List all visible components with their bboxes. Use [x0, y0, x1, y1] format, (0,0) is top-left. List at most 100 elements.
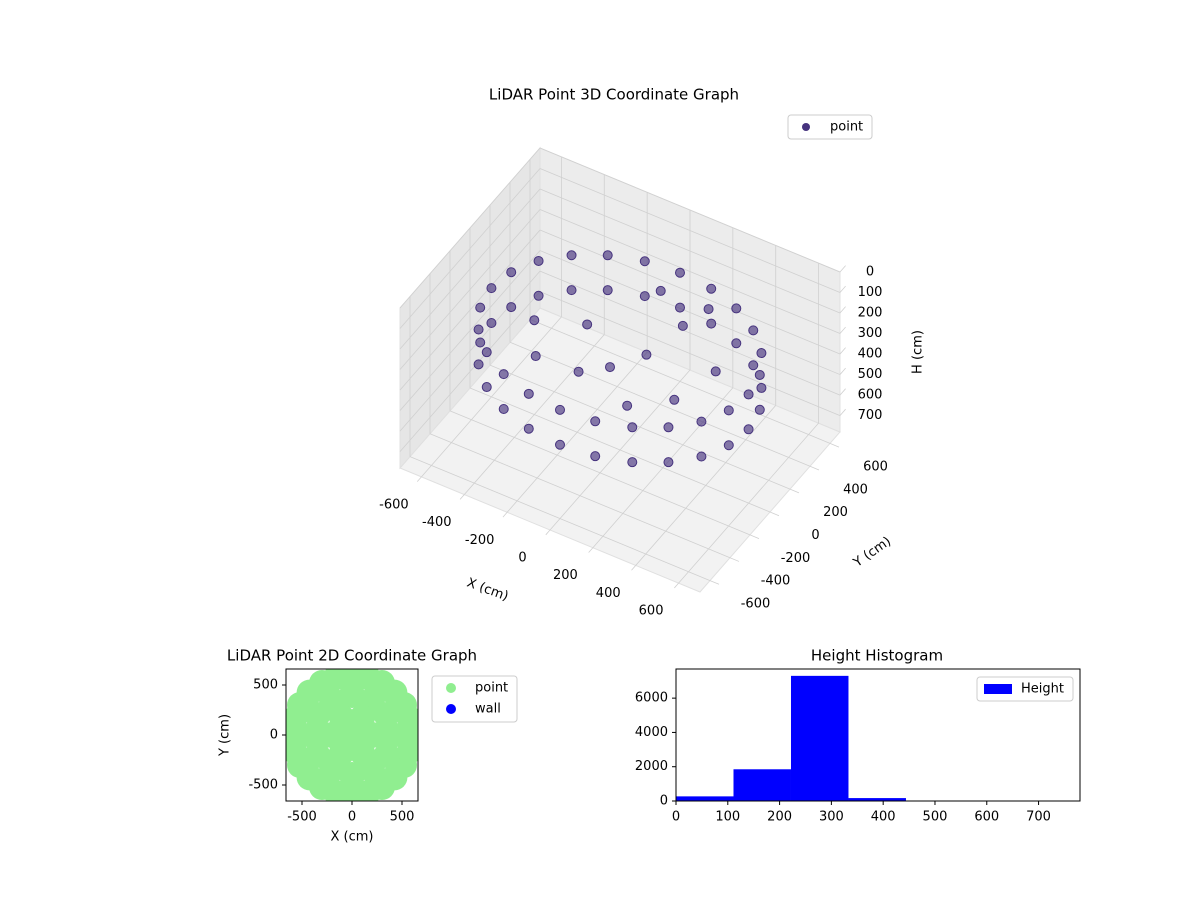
point [641, 349, 652, 360]
tick-mark [829, 443, 840, 448]
point [486, 283, 497, 294]
point [639, 291, 650, 302]
tick-mark [709, 580, 720, 585]
z-tick-label: 600 [858, 388, 883, 403]
legend-label: point [475, 681, 508, 696]
tick-mark [839, 408, 846, 416]
point [677, 320, 688, 331]
tick-mark [839, 285, 846, 293]
chart-title: LiDAR Point 2D Coordinate Graph [227, 647, 477, 665]
x-tick-label: 600 [639, 604, 664, 619]
y-tick-label: -400 [761, 574, 791, 589]
point [675, 302, 685, 313]
y-tick-label: 600 [863, 459, 888, 474]
point [710, 366, 721, 377]
point [756, 348, 767, 359]
point [731, 338, 742, 349]
grid-line [469, 387, 771, 513]
bar [676, 796, 734, 801]
point [669, 394, 680, 405]
point [555, 439, 565, 450]
x-tick-label: -400 [422, 515, 452, 530]
tick-mark [416, 476, 422, 482]
point [723, 440, 734, 451]
grid-line [399, 209, 541, 370]
x-tick-label: -200 [465, 533, 495, 548]
x-tick-label: 200 [767, 810, 792, 825]
point [506, 302, 517, 313]
x-tick-label: -600 [379, 497, 409, 512]
point [533, 290, 544, 301]
grid-line [539, 168, 841, 293]
x-tick-label: 300 [819, 810, 844, 825]
point [397, 737, 418, 764]
point [379, 722, 405, 748]
chart-title: Height Histogram [811, 647, 943, 665]
tick-mark [839, 388, 846, 396]
tick-mark [749, 534, 760, 539]
point [339, 682, 365, 708]
x-tick-label: 0 [518, 551, 526, 566]
point [339, 762, 365, 788]
point [530, 351, 541, 362]
point [590, 416, 601, 427]
y-axis-label: Y (cm) [218, 714, 233, 757]
point [675, 267, 685, 278]
grid-line [399, 270, 541, 432]
grid-line [399, 168, 541, 329]
tick-mark [588, 547, 594, 553]
grid-line [539, 229, 841, 355]
z-tick-label: 300 [858, 326, 883, 341]
point [622, 400, 633, 411]
x-axis-label: X (cm) [331, 830, 374, 845]
z-axis-label: H (cm) [911, 330, 926, 374]
point [475, 337, 486, 348]
z-tick-label: 0 [866, 265, 874, 280]
bar [790, 675, 849, 801]
point [529, 315, 540, 326]
point [555, 404, 565, 415]
y-tick-label: 200 [823, 505, 848, 520]
point [696, 416, 707, 427]
tick-mark [729, 557, 740, 562]
grid-line [399, 229, 541, 391]
point [602, 285, 613, 296]
legend-box [976, 676, 1074, 702]
y-tick-label: -600 [741, 597, 771, 612]
z-tick-label: 500 [858, 367, 883, 382]
x-tick-label: 100 [715, 810, 740, 825]
legend-label: Height [1021, 682, 1064, 697]
y-tick-label: 2000 [635, 759, 668, 774]
legend-box [431, 675, 518, 723]
tick-mark [839, 367, 846, 375]
x-tick-label: 0 [348, 810, 356, 825]
point [663, 457, 674, 468]
grid-line [409, 456, 711, 581]
y-tick-label: 6000 [635, 691, 668, 706]
y-axis-label: Y (cm) [850, 534, 894, 571]
bar [848, 798, 906, 801]
point [748, 360, 759, 371]
grid-line [399, 250, 541, 411]
plot-area [286, 669, 418, 801]
point [706, 318, 717, 329]
point [533, 255, 544, 266]
grid-line [539, 291, 841, 416]
point [498, 369, 509, 380]
legend-label: wall [475, 702, 501, 717]
point [655, 285, 666, 296]
y-tick-label: 0 [811, 528, 819, 543]
point [696, 451, 707, 462]
z-tick-label: 400 [858, 347, 883, 362]
z-tick-label: 100 [858, 285, 883, 300]
x-tick-label: 200 [553, 568, 578, 583]
point [754, 404, 765, 415]
legend-marker [446, 683, 456, 693]
point [566, 285, 577, 296]
tick-mark [809, 465, 820, 471]
tick-mark [839, 306, 846, 314]
tick-mark [839, 326, 846, 334]
bar [733, 769, 791, 801]
grid-line [539, 209, 841, 334]
